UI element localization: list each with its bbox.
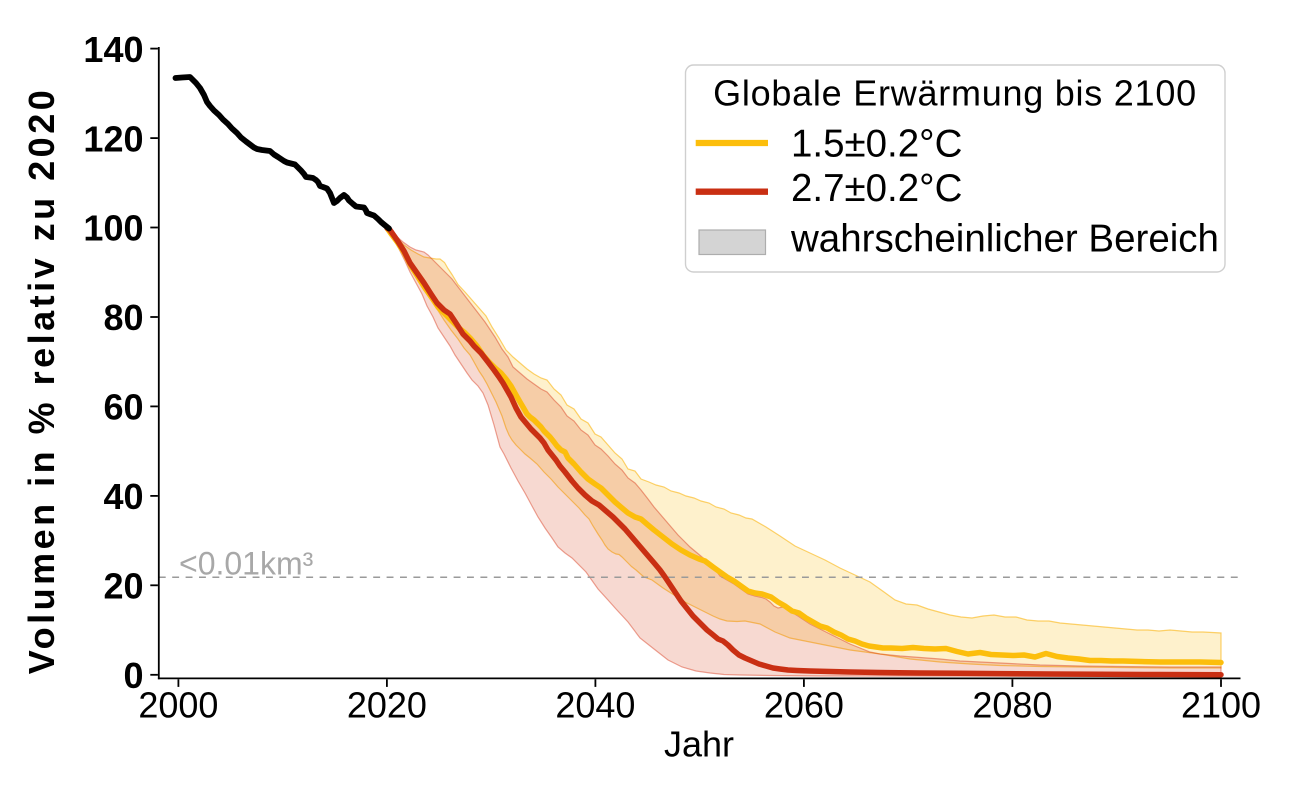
svg-text:2.7±0.2°C: 2.7±0.2°C [791,167,962,210]
svg-text:120: 120 [83,118,143,159]
svg-text:wahrscheinlicher Bereich: wahrscheinlicher Bereich [790,218,1219,261]
svg-text:20: 20 [103,566,143,607]
svg-text:2020: 2020 [347,685,427,726]
svg-text:100: 100 [83,208,143,249]
svg-text:2040: 2040 [555,685,635,726]
svg-text:Globale Erwärmung bis 2100: Globale Erwärmung bis 2100 [713,72,1197,113]
svg-text:2060: 2060 [764,685,844,726]
svg-text:80: 80 [103,297,143,338]
svg-text:Volumen in % relativ zu 2020: Volumen in % relativ zu 2020 [21,87,62,675]
svg-text:2100: 2100 [1181,685,1261,726]
svg-text:2000: 2000 [138,685,218,726]
svg-text:140: 140 [83,29,143,70]
svg-text:<0.01km³: <0.01km³ [179,546,314,582]
svg-text:1.5±0.2°C: 1.5±0.2°C [791,123,962,166]
svg-text:0: 0 [123,655,143,696]
svg-text:2080: 2080 [972,685,1052,726]
svg-text:Jahr: Jahr [664,724,734,765]
svg-text:40: 40 [103,476,143,517]
svg-text:60: 60 [103,387,143,428]
